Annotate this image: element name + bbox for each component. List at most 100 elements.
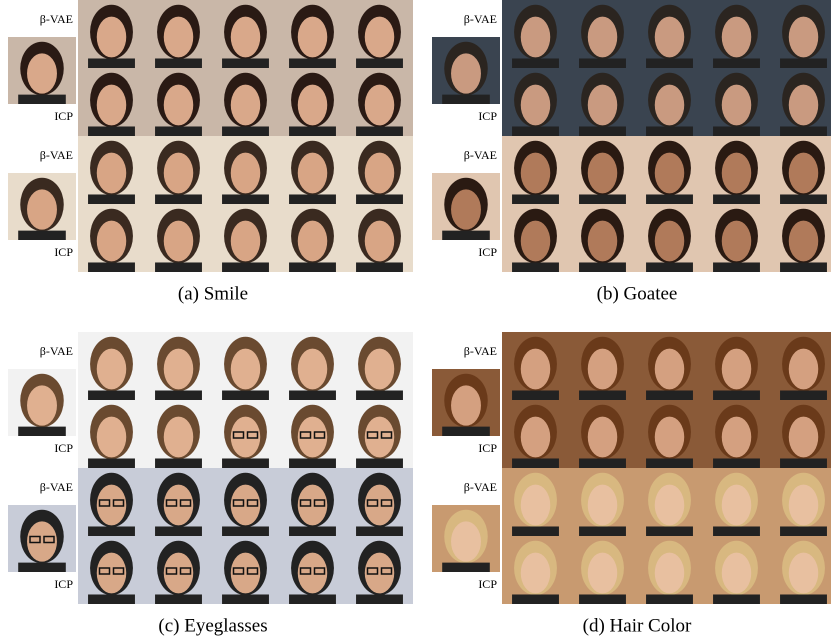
- shoulders: [222, 594, 269, 604]
- face: [97, 349, 126, 390]
- shoulders: [88, 526, 135, 536]
- shoulders: [646, 526, 693, 536]
- shoulders: [155, 594, 202, 604]
- row-label: ICP: [478, 109, 497, 123]
- shoulders: [289, 262, 336, 272]
- shoulders: [646, 262, 693, 272]
- shoulders: [646, 126, 693, 136]
- face: [97, 417, 126, 458]
- shoulders: [579, 58, 626, 68]
- face: [521, 349, 550, 390]
- shoulders: [646, 594, 693, 604]
- shoulders: [88, 58, 135, 68]
- shoulders: [356, 262, 403, 272]
- row-label: ICP: [478, 245, 497, 259]
- row-label: β-VAE: [464, 480, 497, 494]
- shoulders: [713, 58, 760, 68]
- shoulders: [222, 526, 269, 536]
- face: [365, 417, 394, 458]
- shoulders: [222, 194, 269, 204]
- shoulders: [356, 126, 403, 136]
- face: [164, 153, 193, 194]
- caption: (a) Smile: [178, 283, 248, 304]
- row-label: β-VAE: [40, 148, 73, 162]
- caption: (d) Hair Color: [583, 615, 692, 636]
- shoulders: [780, 262, 827, 272]
- face: [365, 85, 394, 126]
- shoulders: [512, 390, 559, 400]
- face: [298, 85, 327, 126]
- face: [588, 553, 617, 594]
- row-label: ICP: [54, 577, 73, 591]
- face: [722, 153, 751, 194]
- shoulders: [713, 390, 760, 400]
- face: [97, 553, 126, 594]
- face: [298, 153, 327, 194]
- shoulders: [713, 594, 760, 604]
- face: [164, 553, 193, 594]
- face: [27, 521, 57, 561]
- face: [451, 521, 481, 561]
- face: [231, 85, 260, 126]
- face: [27, 189, 57, 229]
- face: [164, 85, 193, 126]
- face: [97, 17, 126, 58]
- caption: (b) Goatee: [597, 283, 678, 304]
- shoulders: [780, 458, 827, 468]
- shoulders: [88, 594, 135, 604]
- shoulders: [780, 526, 827, 536]
- shoulders: [713, 458, 760, 468]
- shoulders: [18, 427, 66, 436]
- face: [164, 349, 193, 390]
- shoulders: [646, 390, 693, 400]
- shoulders: [646, 58, 693, 68]
- face: [655, 17, 684, 58]
- shoulders: [356, 526, 403, 536]
- shoulders: [442, 563, 490, 572]
- face: [789, 485, 818, 526]
- face: [298, 221, 327, 262]
- shoulders: [713, 126, 760, 136]
- face: [789, 417, 818, 458]
- row-label: β-VAE: [464, 12, 497, 26]
- shoulders: [88, 458, 135, 468]
- panel: β-VAEICPβ-VAEICP(a) Smile: [8, 0, 413, 304]
- face: [722, 417, 751, 458]
- row-label: ICP: [54, 109, 73, 123]
- face: [789, 553, 818, 594]
- shoulders: [780, 594, 827, 604]
- shoulders: [222, 262, 269, 272]
- shoulders: [88, 262, 135, 272]
- shoulders: [442, 427, 490, 436]
- face: [521, 485, 550, 526]
- face: [655, 221, 684, 262]
- shoulders: [356, 58, 403, 68]
- face: [231, 349, 260, 390]
- face: [298, 485, 327, 526]
- shoulders: [155, 458, 202, 468]
- shoulders: [18, 231, 66, 240]
- face: [451, 189, 481, 229]
- row-label: β-VAE: [40, 12, 73, 26]
- face: [789, 17, 818, 58]
- shoulders: [222, 458, 269, 468]
- face: [722, 17, 751, 58]
- face: [588, 85, 617, 126]
- shoulders: [713, 262, 760, 272]
- shoulders: [222, 126, 269, 136]
- shoulders: [579, 126, 626, 136]
- shoulders: [512, 262, 559, 272]
- face: [451, 53, 481, 93]
- face: [451, 385, 481, 425]
- shoulders: [780, 126, 827, 136]
- shoulders: [579, 390, 626, 400]
- face: [521, 153, 550, 194]
- face: [97, 85, 126, 126]
- face: [789, 221, 818, 262]
- face: [231, 221, 260, 262]
- face: [722, 85, 751, 126]
- shoulders: [646, 458, 693, 468]
- face: [521, 417, 550, 458]
- row-label: ICP: [54, 441, 73, 455]
